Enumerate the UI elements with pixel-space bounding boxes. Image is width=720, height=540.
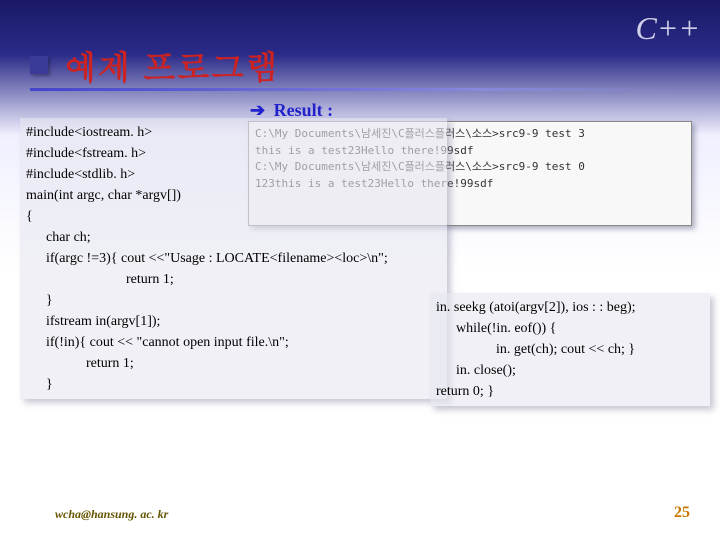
code-line: while(!in. eof()) { — [436, 318, 704, 339]
code-line: return 1; — [26, 269, 441, 290]
code-line: #include<iostream. h> — [26, 122, 441, 143]
code-line: in. get(ch); cout << ch; } — [436, 339, 704, 360]
code-line: } — [26, 290, 441, 311]
code-line: #include<stdlib. h> — [26, 164, 441, 185]
code-line: in. close(); — [436, 360, 704, 381]
page-number: 25 — [674, 504, 690, 522]
code-line: { — [26, 206, 441, 227]
code-line: return 1; — [26, 353, 441, 374]
code-line: main(int argc, char *argv[]) — [26, 185, 441, 206]
code-line: ifstream in(argv[1]); — [26, 311, 441, 332]
code-line: } — [26, 374, 441, 395]
code-line: char ch; — [26, 227, 441, 248]
result-label-text: Result : — [274, 100, 334, 120]
title-bar: 예제 프로그램 — [30, 40, 278, 89]
code-line: in. seekg (atoi(argv[2]), ios : : beg); — [436, 297, 704, 318]
title-bullet-icon — [30, 56, 48, 74]
page-title: 예제 프로그램 — [63, 40, 278, 89]
title-underline — [30, 88, 670, 91]
code-line: if(!in){ cout << "cannot open input file… — [26, 332, 441, 353]
code-line: #include<fstream. h> — [26, 143, 441, 164]
code-line: return 0; } — [436, 381, 704, 402]
cpp-watermark: C++ — [635, 10, 700, 47]
code-line: if(argc !=3){ cout <<"Usage : LOCATE<fil… — [26, 248, 441, 269]
footer-email: wcha@hansung. ac. kr — [55, 507, 168, 522]
code-block-left: #include<iostream. h> #include<fstream. … — [20, 118, 447, 399]
code-block-right: in. seekg (atoi(argv[2]), ios : : beg); … — [430, 293, 710, 406]
